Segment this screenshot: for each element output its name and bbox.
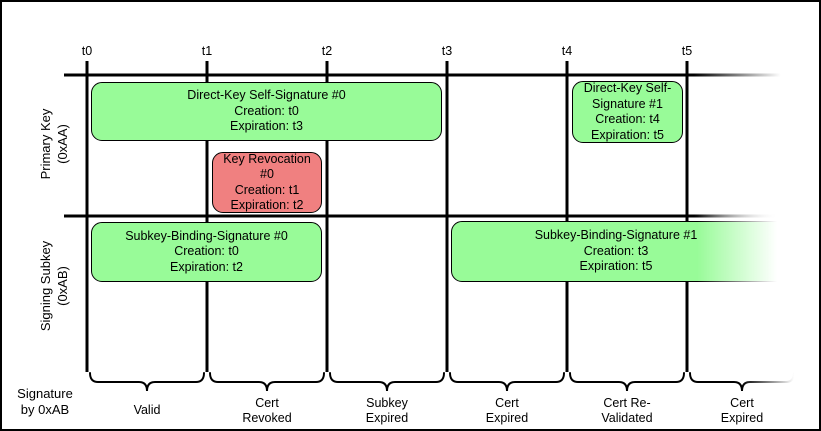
box-title: Subkey-Binding-Signature #0 xyxy=(125,228,288,243)
box-title: Direct-Key Self-Signature #0 xyxy=(187,88,346,103)
box-title: Key Revocation #0 xyxy=(223,151,311,182)
box-expiration: Expiration: t2 xyxy=(230,198,304,212)
box-title: Subkey-Binding-Signature #1 xyxy=(534,228,698,243)
box-direct-key-self-signature-0: Direct-Key Self-Signature #0 Creation: t… xyxy=(91,82,442,141)
brace-valid xyxy=(89,372,205,392)
box-creation: Creation: t0 xyxy=(234,103,299,118)
box-creation: Creation: t1 xyxy=(234,182,300,197)
box-creation: Creation: t3 xyxy=(583,243,649,258)
row-label-signing-subkey: Signing Subkey (0xAB) xyxy=(38,240,70,332)
box-expiration: Expiration: t2 xyxy=(170,259,243,274)
box-key-revocation-0: Key Revocation #0 Creation: t1 Expiratio… xyxy=(212,152,322,213)
box-expiration: Expiration: t5 xyxy=(591,127,664,142)
right-fade-overlay xyxy=(697,213,797,287)
signature-by-caption: Signature by 0xAB xyxy=(17,386,73,417)
box-expiration: Expiration: t3 xyxy=(230,119,303,134)
brace-cert-expired-1 xyxy=(449,372,565,392)
segment-label-valid: Valid xyxy=(133,403,161,417)
row-label-primary-key: Primary Key (0xAA) xyxy=(38,108,70,180)
tick-label-t0: t0 xyxy=(81,44,93,58)
box-expiration: Expiration: t5 xyxy=(579,259,653,274)
segment-label-cert-revalidated: Cert Re- Validated xyxy=(601,395,653,425)
box-direct-key-self-signature-1: Direct-Key Self-Signature #1 Creation: t… xyxy=(572,81,683,143)
segment-label-cert-expired-2: Cert Expired xyxy=(720,395,764,425)
brace-subkey-expired xyxy=(329,372,445,392)
tick-label-t4: t4 xyxy=(561,44,573,58)
tick-label-t2: t2 xyxy=(321,44,333,58)
segment-label-cert-revoked: Cert Revoked xyxy=(242,395,292,425)
tick-label-t1: t1 xyxy=(201,44,213,58)
box-title: Direct-Key Self-Signature #1 xyxy=(583,81,672,111)
brace-cert-revalidated xyxy=(569,372,685,392)
box-subkey-binding-signature-0: Subkey-Binding-Signature #0 Creation: t0… xyxy=(91,222,322,282)
box-creation: Creation: t0 xyxy=(174,244,239,259)
brace-cert-expired-2 xyxy=(689,372,795,392)
box-creation: Creation: t4 xyxy=(595,112,660,126)
tick-label-t5: t5 xyxy=(681,44,693,58)
segment-label-cert-expired-1: Cert Expired xyxy=(485,395,529,425)
segment-label-subkey-expired: Subkey Expired xyxy=(365,395,409,425)
brace-cert-revoked xyxy=(209,372,325,392)
tick-label-t3: t3 xyxy=(441,44,453,58)
